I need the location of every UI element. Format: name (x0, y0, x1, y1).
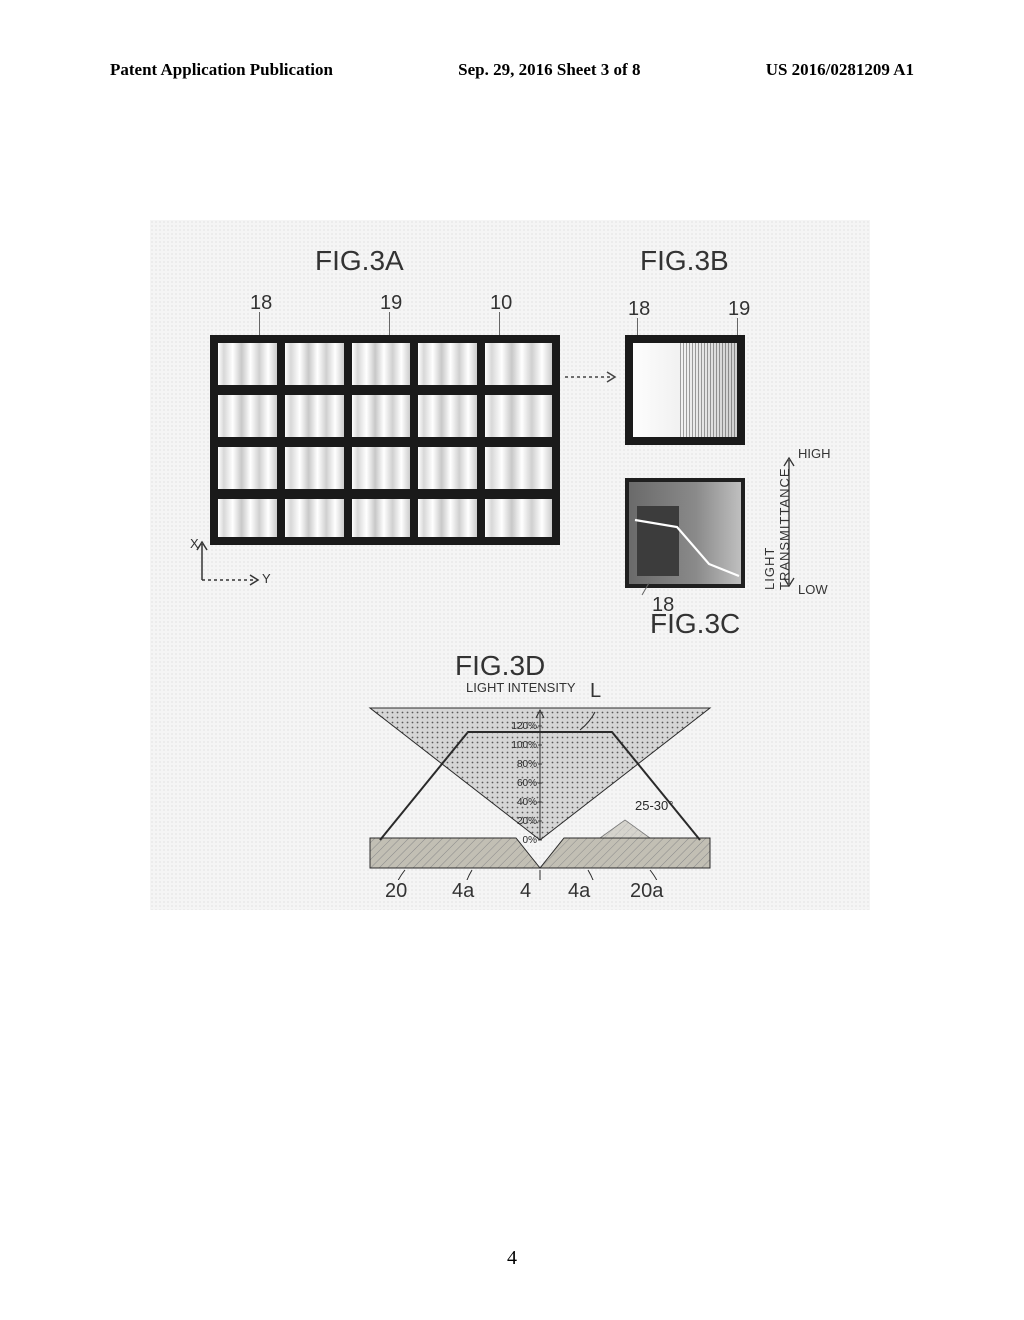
page-header: Patent Application Publication Sep. 29, … (0, 60, 1024, 80)
intensity-chart: 120% 100% 80% 60% 40% 20% 0% 25-30° (360, 700, 720, 880)
low-label: LOW (798, 582, 828, 597)
high-label: HIGH (798, 446, 831, 461)
page-number: 4 (0, 1247, 1024, 1270)
chart-title: LIGHT INTENSITY (466, 680, 576, 695)
header-center: Sep. 29, 2016 Sheet 3 of 8 (458, 60, 640, 80)
header-right: US 2016/0281209 A1 (766, 60, 914, 80)
mask-grid (210, 335, 560, 545)
ref-19: 19 (380, 292, 402, 315)
label-fig3d: FIG.3D (455, 650, 545, 682)
ref-4: 4 (520, 880, 531, 903)
svg-text:60%: 60% (517, 778, 537, 789)
ref-18b: 18 (628, 298, 650, 321)
ref-20a: 20a (630, 880, 663, 903)
detail-panel-b (625, 335, 745, 445)
double-arrow-icon (782, 452, 796, 592)
ref-19b: 19 (728, 298, 750, 321)
figure-panel: FIG.3A FIG.3B FIG.3C FIG.3D 18 19 10 (150, 220, 870, 910)
ref-4a-left: 4a (452, 880, 474, 903)
svg-text:20%: 20% (517, 816, 537, 827)
svg-text:80%: 80% (517, 759, 537, 770)
svg-text:0%: 0% (523, 835, 538, 846)
ref-10: 10 (490, 292, 512, 315)
label-fig3a: FIG.3A (315, 245, 404, 277)
ref-l: L (590, 680, 601, 703)
axis-x: X (190, 536, 199, 551)
xy-axes: X Y (190, 538, 270, 598)
ref-18c: 18 (652, 594, 674, 617)
svg-text:120%: 120% (511, 721, 537, 732)
header-left: Patent Application Publication (110, 60, 333, 80)
axis-y: Y (262, 571, 271, 586)
svg-text:100%: 100% (511, 740, 537, 751)
hatch-lines (680, 343, 737, 437)
ref-4a-right: 4a (568, 880, 590, 903)
detail-panel-c (625, 478, 745, 588)
label-fig3b: FIG.3B (640, 245, 729, 277)
svg-text:40%: 40% (517, 797, 537, 808)
arrow-icon (565, 370, 625, 384)
svg-text:25-30°: 25-30° (635, 798, 673, 813)
ref-20: 20 (385, 880, 407, 903)
ref-18: 18 (250, 292, 272, 315)
intensity-chart-svg: 120% 100% 80% 60% 40% 20% 0% 25-30° (360, 700, 720, 880)
